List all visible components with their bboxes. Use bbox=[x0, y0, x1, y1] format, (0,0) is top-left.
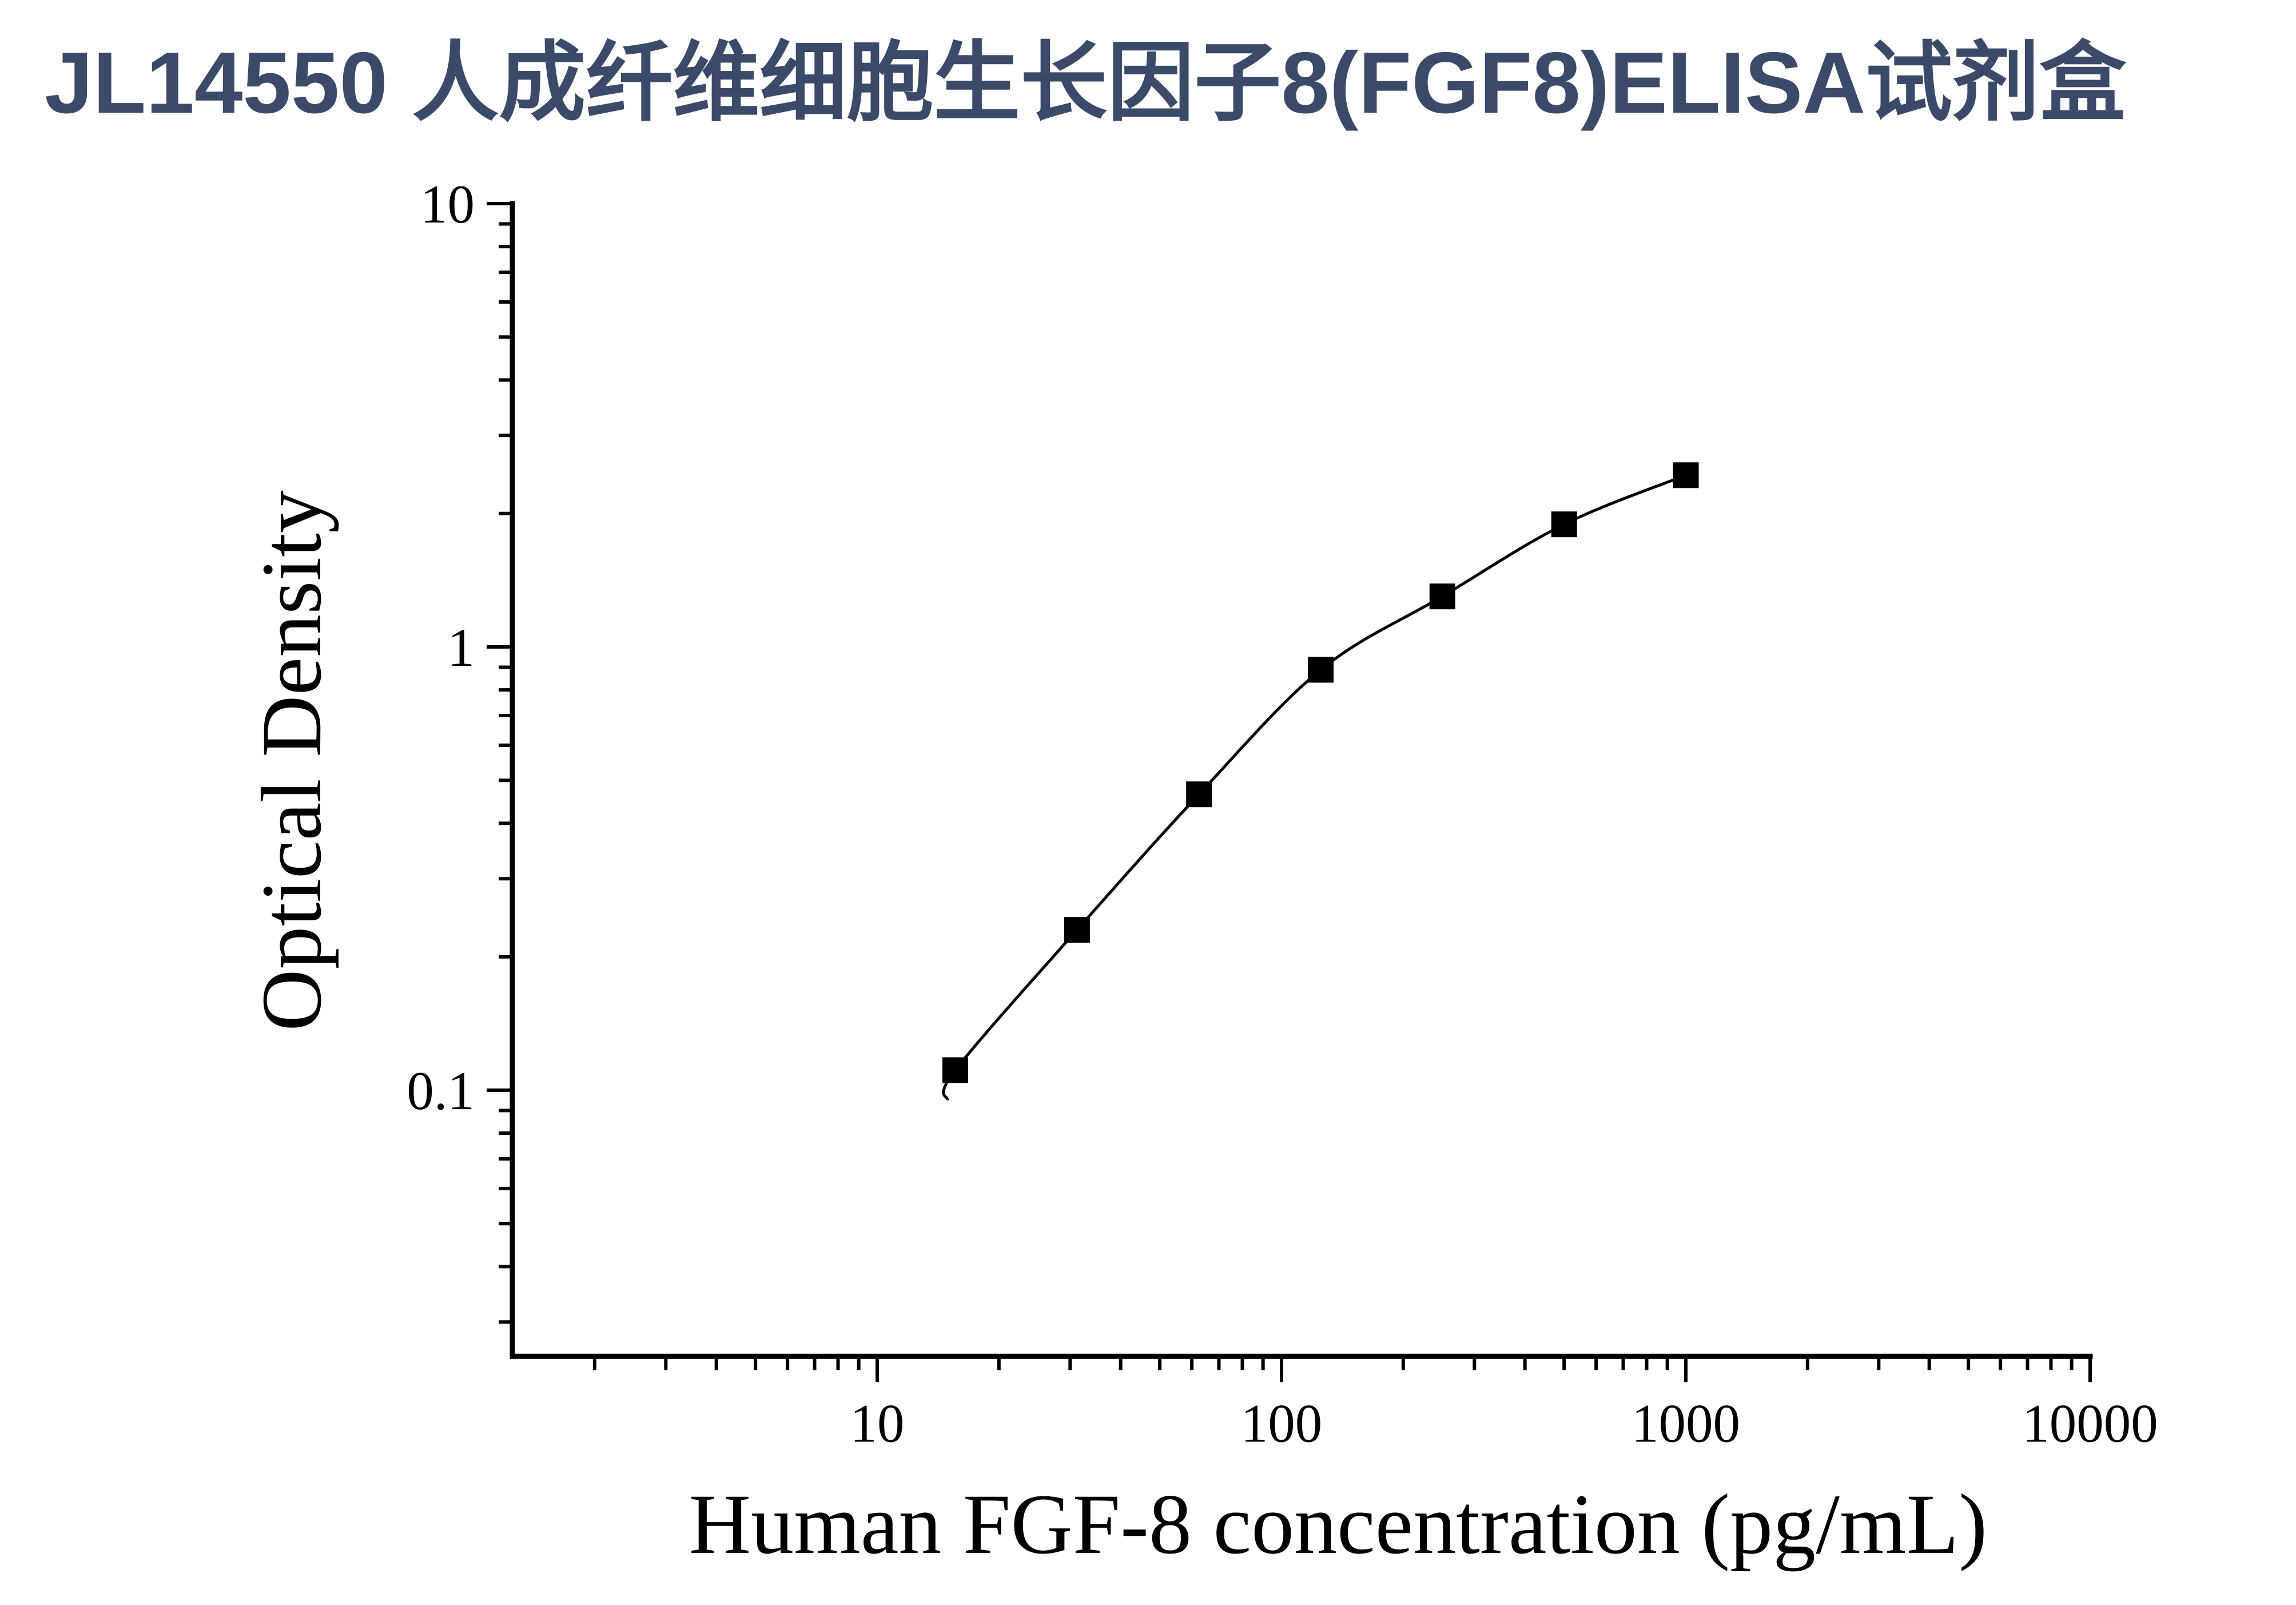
data-point-marker bbox=[1064, 917, 1090, 943]
y-tick-label: 1 bbox=[448, 617, 475, 678]
x-tick-label: 10 bbox=[850, 1393, 905, 1453]
y-tick-label: 10 bbox=[420, 174, 475, 235]
axis-frame bbox=[510, 201, 2093, 1359]
data-point-marker bbox=[942, 1057, 968, 1083]
x-axis-title: Human FGF-8 concentration (pg/mL) bbox=[689, 1477, 1987, 1572]
data-point-marker bbox=[1551, 511, 1577, 538]
y-tick-label: 0.1 bbox=[407, 1060, 475, 1121]
x-tick-label: 1000 bbox=[1632, 1393, 1740, 1453]
y-axis-title: Optical Density bbox=[244, 490, 339, 1031]
axis-ticks bbox=[487, 202, 2092, 1382]
x-tick-label: 100 bbox=[1241, 1393, 1323, 1453]
data-point-marker bbox=[1429, 583, 1455, 610]
data-point-marker bbox=[1308, 657, 1334, 683]
data-point-marker bbox=[1673, 462, 1699, 488]
fit-curve bbox=[942, 474, 1686, 1101]
fit-curve-group bbox=[942, 474, 1686, 1101]
x-tick-label: 10000 bbox=[2022, 1393, 2158, 1453]
data-point-marker bbox=[1186, 781, 1212, 808]
page-title: JL14550 人成纤维细胞生长因子8(FGF8)ELISA试剂盒 bbox=[45, 34, 2127, 132]
data-points bbox=[942, 462, 1699, 1083]
axis-tick-labels: 10 100 1000 10000 10 1 0.1 bbox=[407, 174, 2158, 1453]
axes bbox=[510, 201, 2093, 1359]
